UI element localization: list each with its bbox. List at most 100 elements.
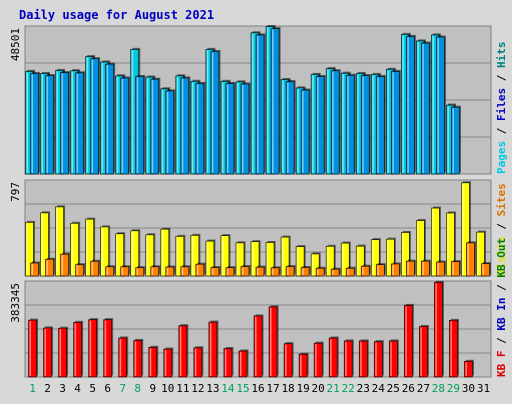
bar-visits — [220, 235, 230, 277]
panels-layer: 48501 Pages / Files / Hits 797 Visits / Sit… — [9, 24, 508, 378]
bar-visits — [70, 222, 79, 277]
bar-highlight — [407, 262, 409, 275]
bar-highlight — [179, 326, 182, 376]
bar-visits — [85, 218, 94, 277]
bar-sites — [315, 267, 325, 277]
bar-visits — [130, 230, 140, 277]
bar-highlight — [447, 106, 449, 173]
bar-highlight — [146, 78, 149, 173]
bar-highlight — [432, 209, 434, 275]
bar-highlight — [29, 321, 32, 376]
bar-highlight — [357, 247, 359, 275]
bar-visits — [115, 233, 125, 277]
bar-visits — [280, 236, 290, 277]
bar-highlight — [151, 267, 154, 275]
panel-visits-sites: 797 Visits / Sites — [9, 179, 508, 277]
bar-kb-f — [148, 347, 158, 378]
bar-highlight — [136, 268, 139, 275]
bar-files — [45, 75, 54, 175]
bar-kb-f — [88, 319, 97, 378]
bar-highlight — [437, 263, 439, 275]
bar-kb-f — [388, 340, 398, 378]
bar-highlight — [372, 75, 374, 173]
bar-highlight — [402, 233, 404, 275]
panel-legend: KB F / KB In / KB Out — [495, 238, 508, 377]
legend-item: KB Out — [495, 238, 508, 278]
bar-sites — [481, 263, 490, 277]
bar-highlight — [101, 63, 104, 174]
bar-files — [360, 75, 370, 175]
bar-highlight — [387, 70, 389, 173]
bar-highlight — [91, 59, 94, 173]
bar-visits — [416, 220, 425, 277]
bar-kb-f — [358, 340, 368, 378]
bar-visits — [370, 239, 380, 277]
bar-sites — [165, 266, 175, 277]
bar-highlight — [241, 84, 244, 173]
bar-highlight — [26, 223, 29, 275]
bar-highlight — [420, 327, 422, 376]
bar-highlight — [362, 76, 364, 173]
bar-kb-f — [193, 347, 203, 378]
bar-highlight — [317, 77, 319, 173]
bar-visits — [401, 232, 410, 277]
bar-files — [406, 36, 415, 175]
bar-visits — [476, 231, 485, 277]
bar-highlight — [327, 247, 329, 275]
bar-highlight — [181, 267, 184, 275]
bar-kb-f — [283, 343, 293, 378]
bar-highlight — [467, 243, 469, 275]
legend-item: KB F — [495, 351, 508, 378]
bar-visits — [340, 242, 350, 277]
panel-legend: Pages / Files / Hits — [495, 42, 508, 175]
bar-highlight — [209, 323, 212, 376]
bar-highlight — [377, 77, 379, 173]
bar-kb-f — [313, 342, 323, 378]
bar-highlight — [191, 236, 194, 275]
bar-kb-f — [404, 305, 413, 378]
bar-highlight — [357, 74, 359, 173]
bar-visits — [250, 241, 260, 277]
bar-highlight — [267, 27, 269, 173]
bar-visits — [265, 242, 275, 277]
bar-highlight — [56, 207, 59, 275]
bar-files — [255, 34, 265, 175]
bar-files — [225, 83, 235, 175]
bar-files — [210, 51, 220, 175]
bar-highlight — [347, 76, 349, 173]
bar-sites — [330, 268, 340, 277]
x-tick-label: 26 — [402, 382, 415, 395]
bar-highlight — [360, 341, 362, 376]
bar-files — [105, 63, 114, 175]
bar-visits — [461, 182, 470, 277]
bar-highlight — [236, 243, 239, 275]
bar-highlight — [377, 265, 379, 275]
x-axis: 1 2 3 4 5 6 7 8 9 10 11 12 13 14 15 16 17 18 19 20 21 22 23 24 2… — [29, 382, 490, 395]
bar-visits — [355, 245, 365, 277]
legend-item: Visits — [495, 236, 508, 276]
bar-highlight — [330, 339, 332, 376]
bar-highlight — [252, 242, 254, 275]
bar-highlight — [211, 52, 214, 173]
bar-highlight — [447, 214, 449, 275]
bar-sites — [406, 260, 415, 277]
x-tick-label: 24 — [372, 382, 386, 395]
bar-sites — [90, 260, 99, 277]
x-tick-label: 11 — [176, 382, 189, 395]
x-tick-label: 12 — [191, 382, 204, 395]
bar-highlight — [302, 268, 304, 275]
bar-files — [436, 36, 445, 175]
bar-highlight — [417, 41, 419, 173]
bar-files — [240, 83, 250, 175]
bar-files — [330, 70, 340, 175]
bar-highlight — [119, 339, 122, 376]
bar-highlight — [417, 221, 419, 275]
bar-sites — [135, 267, 145, 277]
bar-sites — [436, 261, 445, 277]
bar-highlight — [252, 33, 254, 174]
bar-kb-f — [298, 353, 308, 378]
bar-highlight — [121, 78, 124, 173]
bar-kb-f — [43, 327, 52, 378]
bar-highlight — [106, 65, 109, 173]
